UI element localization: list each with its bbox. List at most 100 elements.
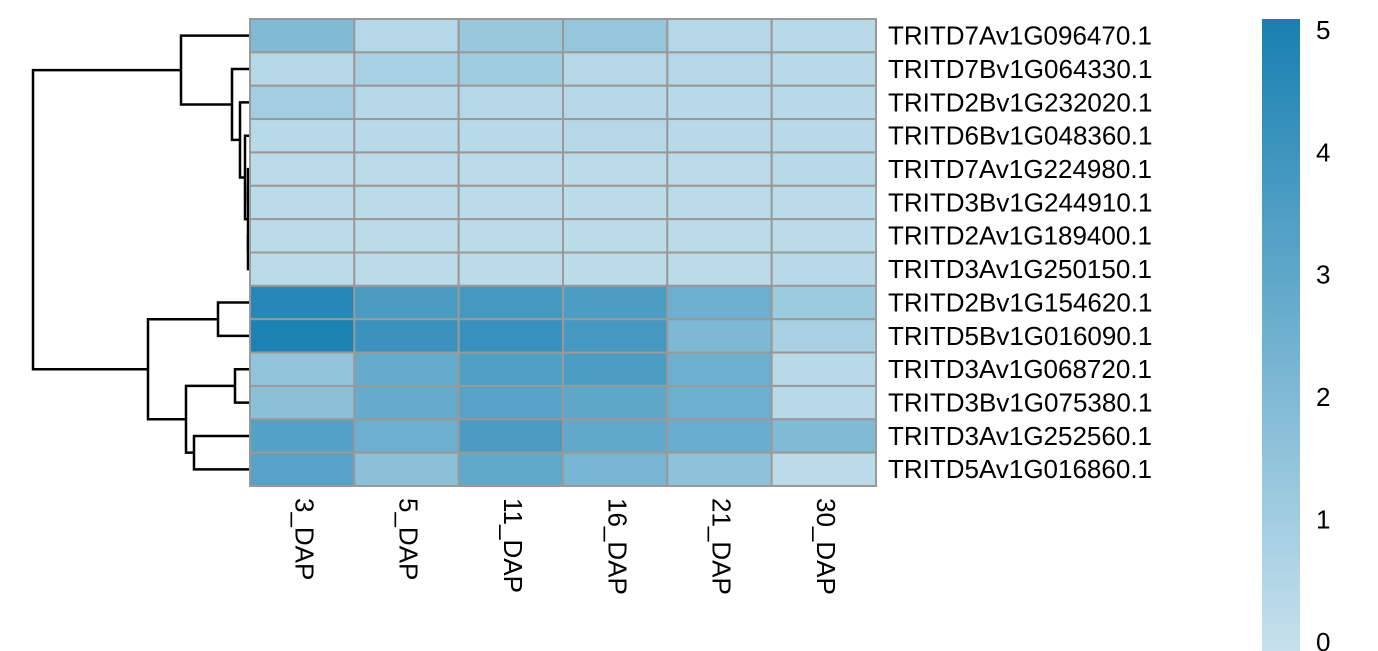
row-label: TRITD5Av1G016860.1 (888, 454, 1152, 484)
heatmap-cell (770, 318, 878, 354)
color-bar-tick-label: 2 (1316, 382, 1330, 412)
heatmap-cell (353, 451, 460, 487)
heatmap-cell (249, 384, 356, 421)
heatmap-cell (770, 84, 878, 121)
heatmap-cell (353, 218, 460, 254)
heatmap-cell (353, 318, 460, 354)
heatmap-cell (770, 118, 878, 154)
heatmap-cell (562, 51, 669, 87)
heatmap-cell (770, 218, 878, 254)
heatmap-cell (666, 218, 773, 254)
heatmap-cell (770, 18, 878, 54)
heatmap-cell (249, 18, 356, 54)
heatmap-cell (353, 284, 460, 321)
heatmap-cell (457, 351, 564, 387)
heatmap-cell (562, 384, 669, 421)
heatmap-cell (353, 184, 460, 221)
dendrogram-branch (146, 317, 218, 421)
heatmap-cell (457, 18, 564, 54)
heatmap-cell (666, 151, 773, 187)
column-label: 21_DAP (707, 498, 737, 595)
heatmap-cell (353, 51, 460, 87)
heatmap-cell (666, 184, 773, 221)
heatmap-cell (457, 51, 564, 87)
row-label: TRITD3Bv1G244910.1 (888, 187, 1152, 217)
heatmap-cell (249, 118, 356, 154)
heatmap-cell (770, 184, 878, 221)
heatmap-cell (666, 51, 773, 87)
heatmap-cell (353, 84, 460, 121)
row-label: TRITD3Av1G250150.1 (888, 254, 1152, 284)
heatmap-cell (666, 451, 773, 487)
heatmap-cell (249, 151, 356, 187)
column-label: 3_DAP (289, 498, 319, 580)
heatmap-cell (666, 84, 773, 121)
heatmap-cell (770, 384, 878, 421)
heatmap-cell (249, 84, 356, 121)
heatmap-cell (562, 251, 669, 287)
dendrogram-branch (31, 68, 181, 371)
color-bar-tick-label: 4 (1316, 137, 1330, 167)
heatmap-cell (457, 218, 564, 254)
heatmap-cell (457, 284, 564, 321)
heatmap-cell (249, 251, 356, 287)
column-label: 11_DAP (498, 498, 528, 593)
heatmap-cell (770, 284, 878, 321)
heatmap-cell (666, 318, 773, 354)
color-bar-tick-label: 3 (1316, 260, 1330, 290)
heatmap-cell (249, 218, 356, 254)
heatmap-cell (457, 118, 564, 154)
dendrogram-branch (216, 301, 250, 338)
heatmap-cell (353, 251, 460, 287)
heatmap-cell (770, 51, 878, 87)
heatmap-cell (666, 418, 773, 454)
heatmap-cell (249, 351, 356, 387)
heatmap-cell (353, 118, 460, 154)
heatmap-cell (457, 184, 564, 221)
row-label: TRITD7Bv1G064330.1 (888, 54, 1152, 84)
heatmap-cell (249, 451, 356, 487)
color-bar (1262, 19, 1300, 651)
heatmap-cell (562, 151, 669, 187)
row-dendrogram (31, 34, 250, 471)
heatmap-cell (457, 384, 564, 421)
heatmap-cell (457, 418, 564, 454)
row-label: TRITD3Bv1G075380.1 (888, 387, 1152, 417)
heatmap-cell (457, 318, 564, 354)
dendrogram-branch (192, 434, 250, 471)
heatmap-cell (249, 418, 356, 454)
heatmap-cell (353, 384, 460, 421)
column-label: 30_DAP (811, 498, 841, 595)
row-label: TRITD3Av1G068720.1 (888, 354, 1152, 384)
heatmap-cell (666, 384, 773, 421)
heatmap-cell (770, 251, 878, 287)
heatmap-cell (562, 184, 669, 221)
heatmap-cell (770, 151, 878, 187)
column-label: 16_DAP (602, 498, 632, 595)
heatmap-cell (249, 184, 356, 221)
heatmap-cell (666, 118, 773, 154)
heatmap-cell (457, 451, 564, 487)
heatmap-cell (562, 18, 669, 54)
heatmap-cell (562, 351, 669, 387)
row-label: TRITD7Av1G224980.1 (888, 154, 1152, 184)
row-label: TRITD3Av1G252560.1 (888, 421, 1152, 451)
row-label: TRITD6Bv1G048360.1 (888, 121, 1152, 151)
heatmap-cell (249, 284, 356, 321)
row-label: TRITD5Bv1G016090.1 (888, 321, 1152, 351)
heatmap-cell (666, 18, 773, 54)
dendrogram-branch (233, 368, 250, 404)
row-label: TRITD2Bv1G232020.1 (888, 87, 1152, 117)
heatmap-cell (562, 318, 669, 354)
heatmap-cell (562, 284, 669, 321)
heatmap-cell (666, 251, 773, 287)
row-label: TRITD7Av1G096470.1 (888, 21, 1152, 51)
heatmap-cell (249, 318, 356, 354)
column-label: 5_DAP (394, 498, 424, 580)
row-label: TRITD2Av1G189400.1 (888, 221, 1152, 251)
heatmap-cell (562, 418, 669, 454)
heatmap-cell (562, 218, 669, 254)
color-bar-tick-label: 5 (1316, 15, 1330, 45)
heatmap-cell (770, 451, 878, 487)
